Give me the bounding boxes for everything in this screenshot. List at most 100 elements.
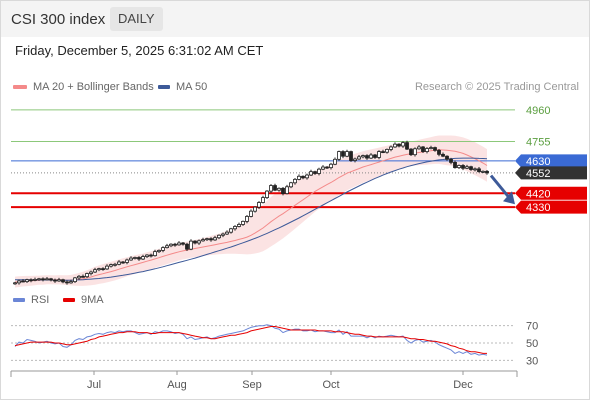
- legend-ma50: MA 50: [158, 81, 207, 93]
- candle-body: [249, 210, 253, 217]
- rsi-tick-50: 50: [526, 338, 538, 350]
- candle-body: [301, 175, 305, 179]
- moving-averages-layer: [14, 149, 488, 283]
- candle-body: [125, 259, 129, 263]
- candle-body: [213, 237, 217, 241]
- bollinger-band-layer: [15, 135, 487, 288]
- candle-body: [353, 158, 357, 161]
- timestamp: Friday, December 5, 2025 6:31:02 AM CET: [15, 43, 264, 58]
- candle-body: [421, 146, 425, 152]
- candle-body: [53, 279, 57, 282]
- legend-ma20-label: MA 20 + Bollinger Bands: [33, 81, 154, 93]
- candle-body: [261, 197, 265, 203]
- candle-body: [229, 228, 233, 233]
- candle-body: [357, 156, 361, 160]
- x-label-Oct: Oct: [322, 379, 339, 391]
- legend-ma20: MA 20 + Bollinger Bands: [13, 81, 154, 93]
- candle-body: [165, 245, 169, 249]
- candle-body: [253, 206, 257, 212]
- candle-body: [413, 148, 417, 156]
- candle-body: [477, 168, 481, 173]
- rsi-ma-swatch: [63, 298, 75, 302]
- candle-body: [45, 278, 49, 281]
- research-credit: Research © 2025 Trading Central: [414, 81, 579, 93]
- candle-body: [185, 243, 189, 250]
- candle-body: [25, 279, 29, 282]
- candle-body: [237, 224, 241, 227]
- level-label-4630: 4630: [526, 156, 550, 168]
- legend-rsi-label: RSI: [31, 294, 50, 306]
- candle-body: [133, 257, 137, 259]
- legend-rsi-ma: 9MA: [63, 294, 104, 306]
- level-label-4420: 4420: [526, 188, 550, 200]
- levels-layer: [11, 109, 515, 209]
- forecast-arrow-head: [503, 191, 515, 205]
- candle-body: [409, 148, 413, 156]
- ma20-swatch: [13, 85, 27, 89]
- candle-body: [81, 275, 85, 278]
- candle-body: [209, 238, 213, 241]
- candle-body: [241, 220, 245, 225]
- candle-body: [417, 146, 421, 150]
- legend-ma50-label: MA 50: [176, 81, 208, 93]
- candle-body: [17, 280, 21, 284]
- candle-body: [469, 166, 473, 170]
- candle-body: [29, 279, 33, 282]
- candle-body: [117, 261, 121, 265]
- forecast-arrow-layer: [489, 174, 515, 205]
- candle-body: [161, 247, 165, 251]
- candle-body: [369, 154, 373, 159]
- candle-body: [461, 165, 465, 169]
- candle-body: [365, 155, 369, 159]
- candle-body: [73, 277, 77, 282]
- x-label-Sep: Sep: [242, 379, 262, 391]
- candle-body: [257, 202, 261, 208]
- candle-body: [57, 279, 61, 282]
- x-label-Jul: Jul: [87, 379, 101, 391]
- candle-body: [49, 278, 53, 281]
- candle-body: [189, 240, 193, 250]
- candle-body: [429, 147, 433, 149]
- candle-body: [245, 216, 249, 222]
- header-bar: CSI 300 index DAILY: [1, 1, 589, 37]
- candle-body: [145, 254, 149, 257]
- candle-body: [221, 233, 225, 236]
- candle-body: [329, 163, 333, 169]
- candle-body: [325, 166, 329, 169]
- level-tag-4330: [515, 200, 587, 214]
- candle-body: [305, 174, 309, 179]
- candle-body: [121, 261, 125, 264]
- candle-body: [65, 281, 69, 284]
- candle-body: [285, 186, 289, 194]
- candle-body: [41, 278, 45, 281]
- rsi-swatch: [13, 298, 25, 302]
- candle-body: [217, 234, 221, 239]
- candle-body: [21, 280, 25, 283]
- legend-rsi-ma-label: 9MA: [81, 294, 104, 306]
- candle-body: [397, 143, 401, 147]
- candle-body: [473, 168, 477, 171]
- candle-body: [225, 231, 229, 235]
- candle-body: [361, 155, 365, 158]
- candle-body: [393, 143, 397, 148]
- candle-body: [281, 187, 285, 194]
- candle-body: [425, 148, 429, 152]
- candle-body: [309, 171, 313, 176]
- candle-body: [445, 155, 449, 160]
- level-label-4960: 4960: [526, 105, 550, 117]
- candle-body: [193, 240, 197, 244]
- timeframe-badge[interactable]: DAILY: [110, 7, 163, 31]
- candle-body: [321, 166, 325, 170]
- candle-body: [373, 154, 377, 158]
- candle-body: [377, 151, 381, 158]
- rsi-tick-70: 70: [526, 321, 538, 333]
- candle-body: [457, 165, 461, 169]
- candle-body: [69, 281, 73, 284]
- candle-body: [93, 269, 97, 273]
- level-label-4330: 4330: [526, 202, 550, 214]
- candle-body: [337, 151, 341, 160]
- candle-body: [437, 149, 441, 155]
